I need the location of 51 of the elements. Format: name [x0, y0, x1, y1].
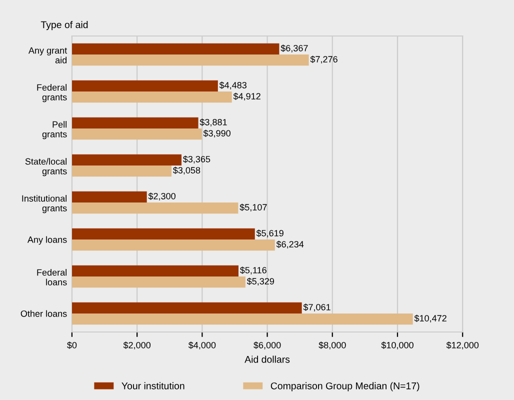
x-tick-label: $10,000 [381, 342, 414, 350]
bar [72, 43, 280, 54]
y-tick-label: Institutional grants [22, 195, 67, 214]
data-label: $4,483 [219, 82, 246, 90]
data-label: $3,365 [182, 156, 210, 164]
legend-label: Comparison Group Median (N=17) [270, 382, 420, 392]
data-label: $2,300 [148, 192, 176, 200]
data-label: $6,234 [276, 240, 304, 249]
bar [72, 202, 238, 214]
data-label: $3,990 [203, 130, 230, 138]
bar [72, 154, 182, 166]
x-axis-title: Aid dollars [244, 356, 290, 363]
y-tick-label: Any loans [27, 236, 67, 245]
bar [72, 166, 172, 177]
bar [72, 302, 302, 314]
x-tick-label: $8,000 [318, 342, 346, 350]
bar [72, 265, 239, 276]
bar [72, 80, 218, 92]
data-label: $3,881 [200, 118, 227, 126]
bar [72, 240, 275, 251]
bar [72, 92, 232, 103]
bar [72, 191, 147, 202]
y-axis-title: Type of aid [40, 21, 88, 30]
data-label: $5,619 [256, 230, 284, 238]
data-label: $3,058 [172, 166, 200, 175]
y-tick-label: Federal grants [37, 84, 67, 102]
legend-label: Your institution [122, 382, 184, 390]
data-label: $7,061 [303, 304, 330, 312]
x-tick-label: $4,000 [188, 342, 216, 350]
bar [72, 228, 255, 240]
y-tick-label: Other loans [20, 310, 67, 317]
data-label: $5,107 [240, 204, 267, 212]
bar [72, 117, 198, 128]
bar [72, 314, 413, 325]
data-label: $5,116 [240, 266, 266, 274]
y-tick-label: Pell grants [42, 121, 67, 140]
bar [72, 128, 202, 140]
data-label: $4,912 [233, 92, 260, 101]
y-tick-label: State/local grants [25, 158, 67, 176]
x-tick-label: $2,000 [123, 342, 151, 350]
data-label: $7,276 [310, 56, 338, 64]
x-tick-label: $12,000 [446, 342, 479, 350]
bar [72, 54, 309, 66]
x-tick-label: $0 [67, 342, 77, 349]
y-tick-label: Federal loans [37, 269, 67, 286]
data-label: $6,367 [280, 44, 308, 52]
bar [72, 276, 246, 288]
x-tick-label: $6,000 [254, 342, 281, 350]
data-label: $10,472 [414, 314, 446, 323]
data-label: $5,329 [246, 278, 274, 286]
y-tick-label: Any grant aid [28, 47, 68, 64]
